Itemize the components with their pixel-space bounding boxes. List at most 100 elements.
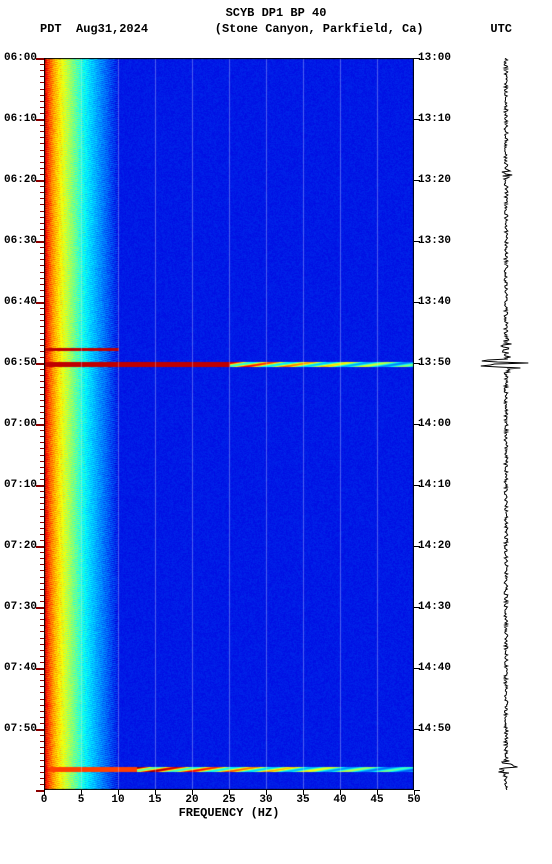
left-tick	[40, 589, 44, 590]
left-tick	[40, 448, 44, 449]
left-tick	[40, 705, 44, 706]
left-tick	[40, 455, 44, 456]
left-tick	[36, 668, 44, 670]
left-tick	[40, 778, 44, 779]
left-tick	[40, 692, 44, 693]
left-tick	[40, 680, 44, 681]
x-tick-label: 40	[333, 794, 346, 806]
right-tick	[414, 485, 420, 486]
x-tick-label: 35	[296, 794, 309, 806]
y-right-tick-label: 14:50	[418, 723, 451, 735]
y-left-tick-label: 06:00	[4, 52, 37, 64]
left-tick	[40, 662, 44, 663]
left-tick	[40, 162, 44, 163]
left-tick	[40, 351, 44, 352]
left-tick	[40, 150, 44, 151]
left-tick	[40, 320, 44, 321]
left-tick	[36, 241, 44, 243]
left-tick	[40, 613, 44, 614]
left-tick	[40, 314, 44, 315]
left-tick	[40, 192, 44, 193]
right-tick	[414, 58, 420, 59]
left-tick	[40, 211, 44, 212]
left-tick	[40, 412, 44, 413]
left-tick	[40, 717, 44, 718]
x-tick-label: 0	[41, 794, 48, 806]
left-tick	[40, 204, 44, 205]
x-tick-label: 50	[407, 794, 420, 806]
left-tick	[40, 473, 44, 474]
left-tick	[40, 747, 44, 748]
right-tick	[414, 546, 420, 547]
left-tick	[40, 595, 44, 596]
left-tick	[40, 552, 44, 553]
left-tick	[40, 95, 44, 96]
right-tick	[414, 424, 420, 425]
left-tick	[40, 766, 44, 767]
x-tick	[44, 790, 45, 795]
left-tick	[40, 528, 44, 529]
right-tick	[414, 668, 420, 669]
left-tick	[40, 741, 44, 742]
left-tick	[40, 497, 44, 498]
y-left-tick-label: 07:20	[4, 540, 37, 552]
y-left-tick-label: 06:30	[4, 235, 37, 247]
right-tick	[414, 729, 420, 730]
y-right-tick-label: 13:40	[418, 296, 451, 308]
left-tick	[40, 70, 44, 71]
left-tick	[40, 467, 44, 468]
y-left-tick-label: 07:10	[4, 479, 37, 491]
left-tick	[40, 638, 44, 639]
left-tick	[40, 229, 44, 230]
header: SCYB DP1 BP 40 PDT Aug31,2024 (Stone Can…	[0, 0, 552, 36]
x-tick-label: 5	[78, 794, 85, 806]
left-tick	[40, 760, 44, 761]
left-tick	[40, 430, 44, 431]
y-left-tick-label: 06:50	[4, 357, 37, 369]
left-tick	[40, 345, 44, 346]
left-tick	[40, 265, 44, 266]
location: (Stone Canyon, Parkfield, Ca)	[215, 22, 424, 36]
left-tick	[40, 570, 44, 571]
header-line2: PDT Aug31,2024 (Stone Canyon, Parkfield,…	[0, 22, 552, 36]
left-tick	[40, 479, 44, 480]
right-tick	[414, 363, 420, 364]
left-tick	[40, 394, 44, 395]
left-tick	[40, 101, 44, 102]
x-tick	[414, 790, 415, 795]
y-right-tick-label: 14:40	[418, 662, 451, 674]
waveform-panel	[466, 58, 546, 790]
y-right-tick-label: 14:00	[418, 418, 451, 430]
left-tick	[40, 64, 44, 65]
left-tick	[40, 656, 44, 657]
y-left-tick-label: 06:10	[4, 113, 37, 125]
y-right-tick-label: 14:10	[418, 479, 451, 491]
waveform-svg	[466, 58, 546, 790]
y-right-tick-label: 13:10	[418, 113, 451, 125]
left-tick	[36, 485, 44, 487]
left-tick	[40, 461, 44, 462]
left-tick	[40, 272, 44, 273]
left-tick	[40, 503, 44, 504]
left-tick	[40, 235, 44, 236]
left-tick	[40, 619, 44, 620]
left-tick	[40, 509, 44, 510]
left-tick	[40, 534, 44, 535]
left-tick	[40, 375, 44, 376]
left-tick	[40, 601, 44, 602]
left-tick	[40, 564, 44, 565]
right-tick	[414, 241, 420, 242]
left-tick	[40, 217, 44, 218]
y-left-tick-label: 07:30	[4, 601, 37, 613]
left-tick	[40, 418, 44, 419]
left-tick	[40, 491, 44, 492]
right-tick	[414, 607, 420, 608]
left-tick	[36, 302, 44, 304]
spectrogram-plot	[44, 58, 414, 790]
left-tick	[40, 577, 44, 578]
left-tick	[40, 174, 44, 175]
left-tick	[36, 729, 44, 731]
y-left-tick-label: 07:50	[4, 723, 37, 735]
left-tick	[40, 131, 44, 132]
y-left-tick-label: 07:40	[4, 662, 37, 674]
